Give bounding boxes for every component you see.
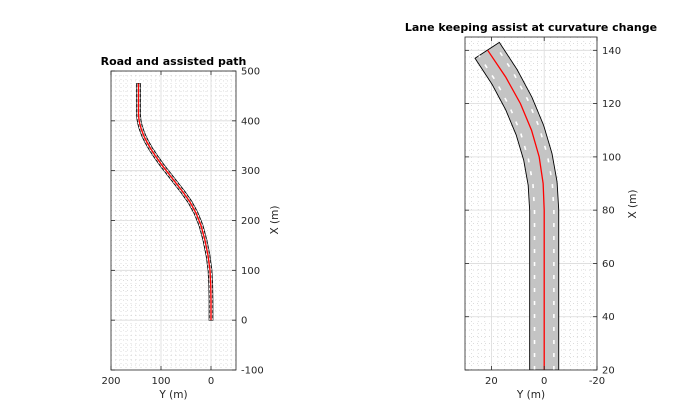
left-ylabel: X (m)	[269, 206, 281, 235]
assisted-path-line	[137, 83, 212, 321]
y-tick-label: 500	[241, 67, 260, 78]
y-tick-label: 120	[602, 99, 621, 110]
y-tick-label: 200	[241, 216, 260, 227]
left-xlabel: Y (m)	[158, 389, 187, 401]
y-tick-label: 100	[602, 152, 621, 163]
y-tick-label: 400	[241, 116, 260, 127]
x-tick-label: -20	[589, 376, 605, 387]
x-tick-label: 100	[151, 376, 170, 387]
y-tick-label: 40	[602, 312, 615, 323]
x-tick-label: 20	[485, 376, 498, 387]
right-ylabel: X (m)	[627, 190, 639, 219]
y-tick-label: 0	[241, 316, 247, 327]
right-title: Lane keeping assist at curvature change	[405, 21, 657, 34]
right-axes: Lane keeping assist at curvature change …	[405, 21, 657, 401]
x-tick-label: 0	[541, 376, 547, 387]
y-tick-label: 80	[602, 206, 615, 217]
x-tick-label: 0	[208, 376, 214, 387]
left-axes: Road and assisted path Y (m) X (m) 200 10…	[101, 55, 281, 401]
plot-content	[465, 37, 597, 370]
axes-frame	[464, 36, 598, 371]
left-title: Road and assisted path	[101, 55, 247, 68]
y-tick-label: 300	[241, 166, 260, 177]
y-tick-label: -100	[241, 366, 264, 377]
x-tick-label: 200	[101, 376, 120, 387]
lane-marking	[478, 55, 536, 370]
road-surface	[136, 83, 214, 321]
y-tick-label: 20	[602, 366, 615, 377]
lane-marking	[494, 44, 555, 370]
y-tick-label: 60	[602, 259, 615, 270]
assisted-path-line	[487, 49, 545, 370]
y-tick-label: 100	[241, 266, 260, 277]
plot-content	[111, 71, 236, 370]
right-xlabel: Y (m)	[516, 389, 545, 401]
y-tick-label: 140	[602, 46, 621, 57]
